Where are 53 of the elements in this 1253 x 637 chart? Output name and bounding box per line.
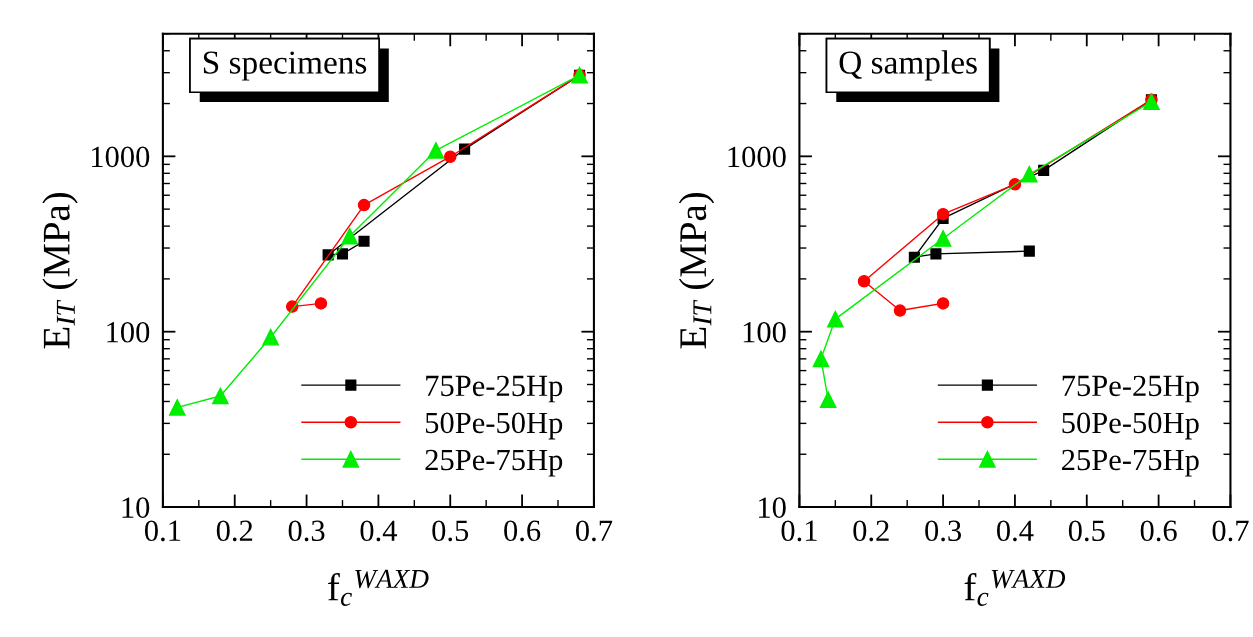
point bbox=[893, 304, 907, 317]
point bbox=[168, 399, 186, 416]
x-tick-label: 0.5 bbox=[432, 520, 469, 542]
point bbox=[443, 150, 457, 163]
legend-label: 75Pe-25Hp bbox=[426, 375, 563, 403]
x-tick-label: 0.3 bbox=[288, 520, 325, 542]
x-tick-label: 0.7 bbox=[575, 520, 613, 542]
chart-title: S specimens bbox=[203, 51, 367, 81]
point bbox=[826, 310, 844, 328]
point bbox=[936, 297, 950, 310]
x-tick-label: 0.1 bbox=[144, 520, 181, 542]
y-tick-label: 100 bbox=[743, 321, 786, 343]
x-axis-title: f$_{c}$$^{WAXD}$ bbox=[964, 569, 1066, 606]
point bbox=[262, 328, 279, 346]
x-tick-label: 0.6 bbox=[1140, 520, 1177, 542]
point bbox=[357, 198, 371, 212]
point bbox=[936, 207, 950, 221]
y-axis-title: E$_{IT}$ (MPa) bbox=[678, 193, 715, 349]
legend-label: 25Pe-75Hp bbox=[1062, 449, 1199, 477]
x-tick-label: 0.6 bbox=[504, 520, 541, 542]
y-tick-label: 1000 bbox=[91, 146, 150, 168]
chart-title: Q samples bbox=[839, 50, 977, 81]
x-tick-label: 0.4 bbox=[360, 520, 398, 542]
point bbox=[314, 297, 328, 310]
x-tick-label: 0.7 bbox=[1212, 520, 1249, 542]
point bbox=[812, 350, 830, 368]
point bbox=[934, 230, 952, 247]
legend-label: 50Pe-50Hp bbox=[1062, 412, 1199, 440]
point bbox=[358, 235, 370, 247]
y-tick-label: 1000 bbox=[728, 146, 786, 168]
legend-label: 50Pe-50Hp bbox=[425, 412, 563, 440]
x-tick-label: 0.1 bbox=[781, 520, 817, 542]
point bbox=[212, 387, 229, 405]
x-axis-title: f$_{c}$$^{WAXD}$ bbox=[328, 569, 429, 606]
x-tick-label: 0.3 bbox=[925, 520, 961, 542]
y-axis-title: E$_{IT}$ (MPa) bbox=[42, 193, 78, 349]
point bbox=[427, 142, 445, 159]
x-tick-label: 0.5 bbox=[1068, 520, 1105, 542]
y-tick-label: 100 bbox=[107, 321, 150, 343]
point bbox=[1023, 245, 1035, 257]
point bbox=[341, 227, 359, 245]
y-tick-label: 10 bbox=[122, 497, 150, 518]
x-tick-label: 0.2 bbox=[216, 520, 253, 542]
legend-label: 25Pe-75Hp bbox=[425, 449, 563, 477]
point bbox=[819, 391, 837, 408]
legend-label: 75Pe-25Hp bbox=[1062, 375, 1199, 403]
y-tick-label: 10 bbox=[759, 497, 786, 518]
x-tick-label: 0.2 bbox=[853, 520, 889, 542]
point bbox=[930, 248, 942, 260]
point bbox=[857, 274, 871, 288]
x-tick-label: 0.4 bbox=[997, 520, 1034, 542]
point bbox=[336, 248, 349, 260]
point bbox=[1020, 165, 1038, 183]
